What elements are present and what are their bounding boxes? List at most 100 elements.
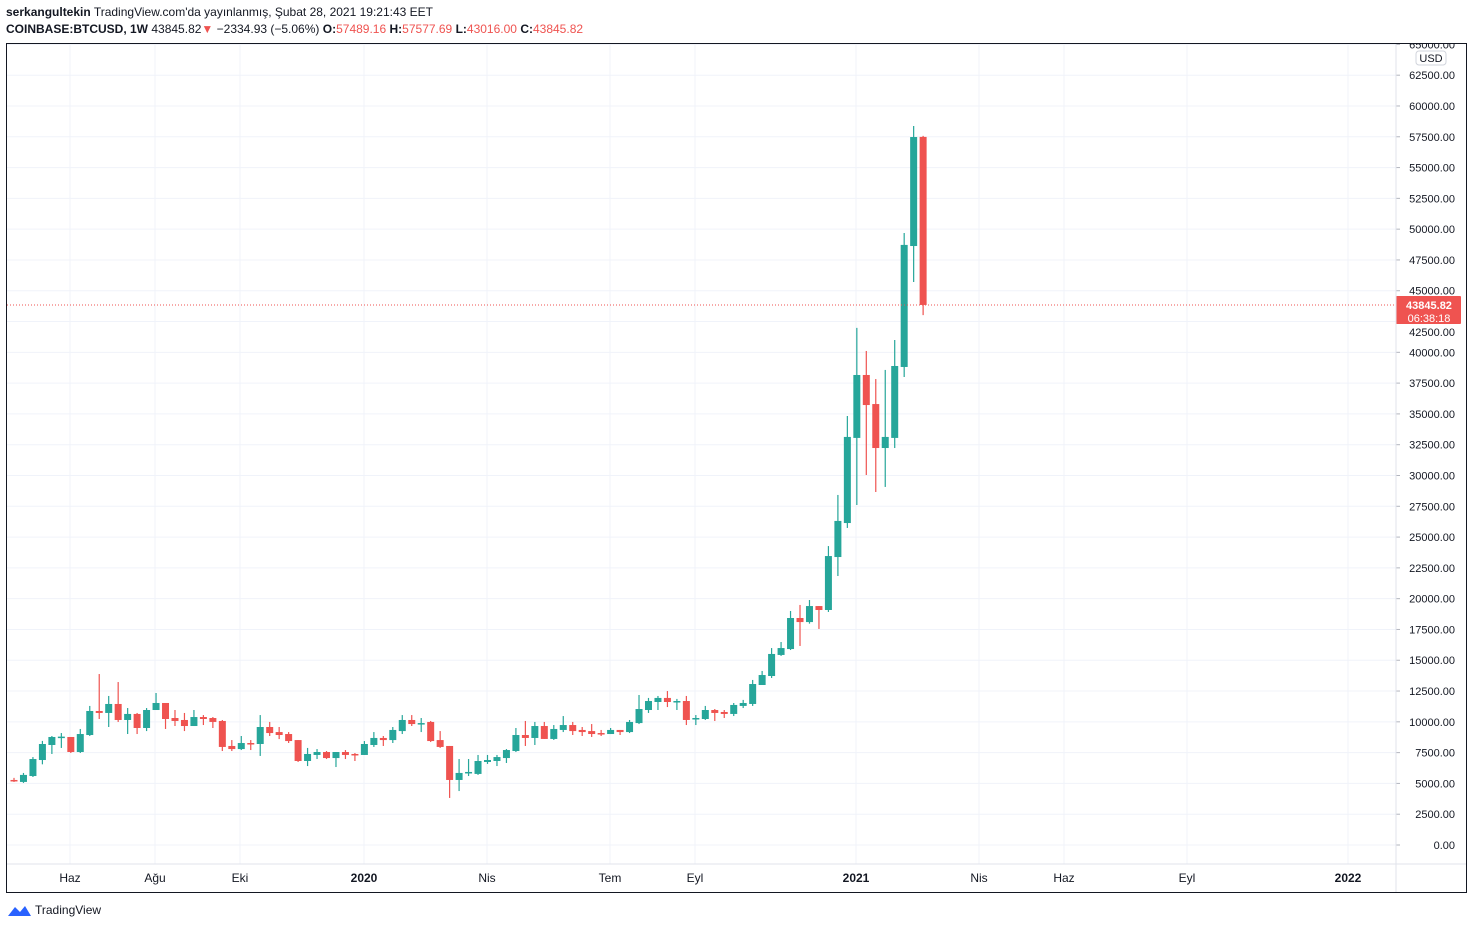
candle-down — [218, 720, 226, 747]
y-tick-label: 45000.00 — [1409, 286, 1455, 298]
candle-down — [162, 702, 170, 719]
symbol-label: COINBASE:BTCUSD, 1W — [6, 22, 149, 36]
candle-up — [256, 727, 264, 745]
y-tick-label: 12500.00 — [1409, 686, 1455, 698]
author-name[interactable]: serkangultekin — [6, 5, 91, 19]
open-label: O: — [322, 22, 337, 36]
candle-up — [455, 772, 463, 780]
candle-down — [569, 725, 577, 732]
x-tick-label: Eyl — [687, 871, 704, 885]
candle-up — [787, 617, 795, 650]
candle-up — [57, 736, 65, 739]
x-tick-label: Haz — [59, 871, 80, 885]
candle-up — [76, 734, 84, 753]
candle-down — [171, 718, 179, 721]
y-tick-label: 0.00 — [1434, 840, 1455, 852]
candle-down — [862, 374, 870, 406]
currency-label: USD — [1419, 53, 1442, 65]
candle-down — [379, 737, 387, 741]
close-value: 43845.82 — [532, 22, 584, 36]
low-value: 43016.00 — [466, 22, 517, 36]
y-tick-label: 7500.00 — [1415, 748, 1455, 760]
candle-up — [805, 606, 813, 623]
y-tick-label: 15000.00 — [1409, 655, 1455, 667]
candle-up — [465, 771, 473, 774]
candle-down — [796, 617, 804, 623]
candle-up — [370, 737, 378, 745]
candle-down — [521, 735, 529, 738]
y-tick-label: 55000.00 — [1409, 163, 1455, 175]
y-tick-label: 5000.00 — [1415, 778, 1455, 790]
candle-down — [588, 731, 596, 735]
low-label: L: — [455, 22, 467, 36]
y-tick-label: 32500.00 — [1409, 440, 1455, 452]
y-tick-label: 50000.00 — [1409, 224, 1455, 236]
candle-up — [635, 709, 643, 724]
x-tick-label: Nis — [478, 871, 495, 885]
x-tick-label: Haz — [1053, 871, 1074, 885]
tradingview-logo[interactable]: TradingView — [6, 902, 101, 918]
candle-up — [768, 653, 776, 677]
y-tick-label: 37500.00 — [1409, 378, 1455, 390]
x-tick-label: 2022 — [1335, 871, 1362, 885]
candle-up — [758, 675, 766, 686]
currency-badge[interactable] — [1415, 50, 1447, 66]
y-tick-label: 57500.00 — [1409, 132, 1455, 144]
candle-down — [540, 726, 548, 739]
candle-up — [29, 759, 37, 777]
bar-countdown: 06:38:18 — [1408, 313, 1451, 325]
y-tick-label: 65000.00 — [1409, 39, 1455, 51]
candle-down — [266, 727, 274, 734]
y-tick-label: 10000.00 — [1409, 717, 1455, 729]
candle-down — [294, 740, 302, 761]
candle-down — [10, 779, 18, 782]
candle-up — [749, 684, 757, 704]
candle-up — [105, 703, 113, 713]
candle-down — [578, 729, 586, 733]
candle-up — [512, 735, 520, 752]
candle-up — [644, 701, 652, 711]
candle-down — [408, 719, 416, 725]
candle-down — [247, 743, 255, 745]
candle-down — [285, 734, 293, 742]
candle-up — [531, 726, 539, 738]
candle-up — [900, 244, 908, 367]
candle-up — [237, 743, 245, 750]
candle-down — [351, 753, 359, 756]
candle-down — [95, 710, 103, 713]
candle-down — [711, 710, 719, 713]
candle-up — [701, 710, 709, 719]
candle-up — [626, 721, 634, 733]
candle-down — [341, 752, 349, 755]
candle-up — [86, 710, 94, 736]
cloud-logo-icon — [8, 906, 31, 916]
candle-up — [474, 760, 482, 774]
candle-down — [663, 697, 671, 702]
candle-down — [228, 745, 236, 750]
candle-down — [180, 719, 188, 727]
legend-line: COINBASE:BTCUSD, 1W 43845.82▼ −2334.93 (… — [6, 22, 583, 36]
y-tick-label: 60000.00 — [1409, 101, 1455, 113]
candle-down — [597, 733, 605, 735]
candle-up — [484, 760, 491, 762]
candle-up — [654, 697, 662, 702]
candle-down — [682, 701, 690, 720]
down-arrow-icon: ▼ — [201, 22, 214, 36]
candle-down — [209, 718, 217, 722]
candle-up — [313, 752, 321, 755]
y-tick-label: 30000.00 — [1409, 470, 1455, 482]
publish-line: serkangultekin TradingView.com'da yayınl… — [6, 5, 433, 19]
candle-up — [843, 436, 851, 524]
candle-up — [730, 704, 738, 714]
y-tick-label: 17500.00 — [1409, 624, 1455, 636]
candle-down — [616, 729, 624, 733]
y-tick-label: 47500.00 — [1409, 255, 1455, 267]
last-price-label: 43845.82 — [1406, 300, 1452, 312]
candle-down — [446, 745, 454, 780]
candle-up — [417, 723, 425, 725]
x-tick-label: 2021 — [843, 871, 870, 885]
candle-up — [881, 436, 889, 449]
candle-up — [360, 744, 368, 755]
candle-down — [114, 703, 122, 720]
